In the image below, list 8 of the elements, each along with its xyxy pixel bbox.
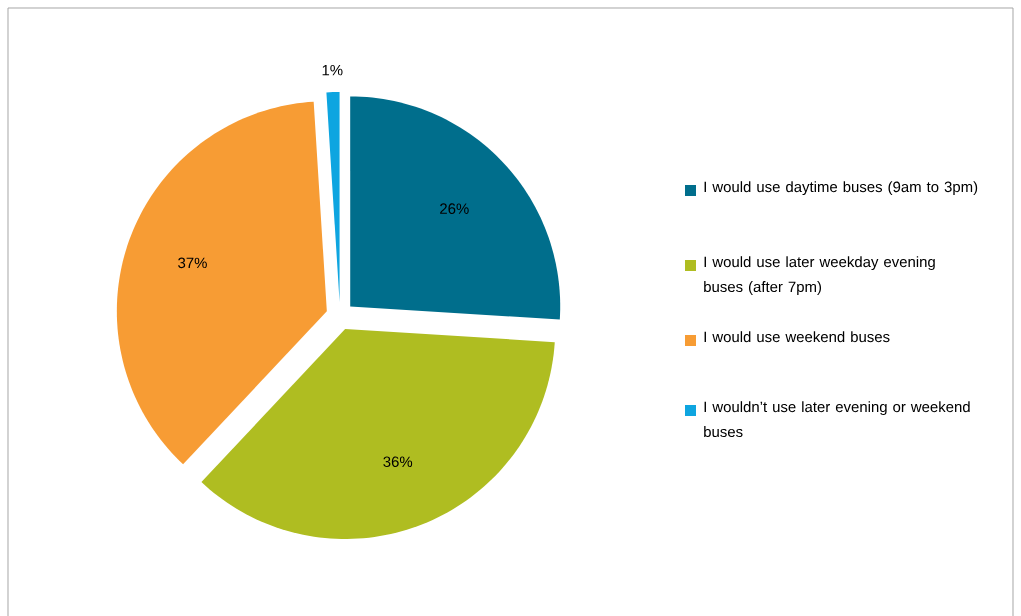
data-label: 26% — [440, 203, 469, 214]
legend-label: I wouldn’t use later evening or weekend buses — [704, 401, 970, 438]
legend-label: I would use daytime buses (9am to 3pm) — [704, 181, 978, 196]
data-label: 36% — [383, 456, 413, 468]
data-label: 1% — [322, 64, 343, 76]
data-label: 37% — [178, 257, 207, 269]
legend-label: I would use weekend buses — [704, 331, 890, 343]
legend-label: I would use later weekday evening buses (after 7pm) — [704, 256, 935, 296]
